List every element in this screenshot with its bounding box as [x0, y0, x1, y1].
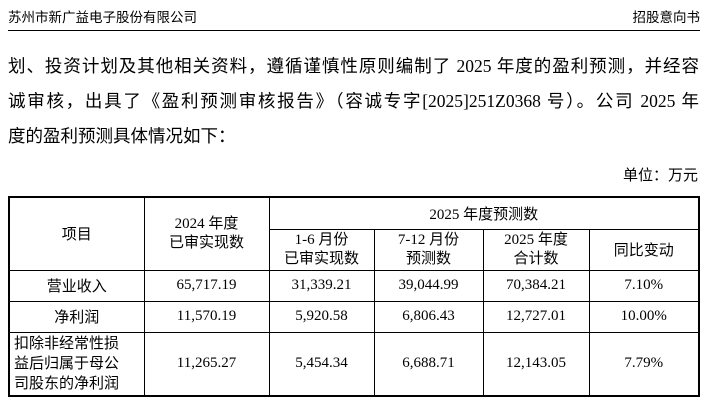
row-item-label-text: 扣除非经常性损益后归属于母公司股东的净利润: [14, 335, 120, 392]
paragraph-line-3: 度的盈利预测具体情况如下：: [8, 126, 236, 146]
row-item-label: 净利润: [8, 300, 145, 333]
header-item: 项目: [8, 196, 145, 271]
row-item-label: 扣除非经常性损益后归属于母公司股东的净利润: [8, 331, 145, 397]
paragraph-line-1: 划、投资计划及其他相关资料，遵循谨慎性原则编制了 2025 年度的盈利预测，并经…: [8, 56, 699, 76]
company-name: 苏州市新广益电子股份有限公司: [8, 10, 197, 25]
paragraph-line-2: 诚审核，出具了《盈利预测审核报告》（容诚专字[2025]251Z0368 号）。…: [8, 91, 699, 111]
cell-total-2025: 12,143.05: [482, 331, 590, 397]
table-row-deducted-net-profit: 扣除非经常性损益后归属于母公司股东的净利润 11,265.27 5,454.34…: [8, 331, 700, 397]
table-header-row-group: 项目 2024 年度 已审实现数 2025 年度预测数: [8, 196, 700, 271]
cell-first-half: 5,920.58: [268, 300, 375, 333]
cell-actual-2024: 65,717.19: [143, 269, 270, 302]
header-forecast-group-2025: 2025 年度预测数: [268, 196, 700, 230]
cell-total-2025: 12,727.01: [482, 300, 590, 333]
table-row-net-profit: 净利润 11,570.19 5,920.58 6,806.43 12,727.0…: [8, 300, 700, 333]
header-second-half-forecast: 7-12 月份 预测数: [373, 228, 484, 271]
row-item-label: 营业收入: [8, 269, 145, 302]
profit-forecast-table: 项目 2024 年度 已审实现数 2025 年度预测数 1-6 月份 已审实现数…: [8, 196, 701, 397]
table-row-revenue: 营业收入 65,717.19 31,339.21 39,044.99 70,38…: [8, 269, 700, 302]
doc-type-label: 招股意向书: [632, 10, 701, 25]
header-total-2025: 2025 年度 合计数: [482, 228, 590, 271]
cell-yoy: 10.00%: [588, 300, 700, 333]
cell-second-half: 6,688.71: [373, 331, 484, 397]
table-header-row-sub: 1-6 月份 已审实现数 7-12 月份 预测数 2025 年度 合计数 同比变…: [9, 228, 700, 271]
cell-yoy: 7.79%: [588, 331, 700, 397]
header-yoy-change: 同比变动: [588, 228, 700, 271]
cell-total-2025: 70,384.21: [482, 269, 590, 302]
cell-second-half: 6,806.43: [373, 300, 484, 333]
cell-actual-2024: 11,570.19: [143, 300, 270, 333]
page-header: 苏州市新广益电子股份有限公司 招股意向书: [8, 9, 700, 31]
cell-actual-2024: 11,265.27: [143, 331, 270, 397]
cell-first-half: 5,454.34: [268, 331, 375, 397]
header-actual-2024: 2024 年度 已审实现数: [143, 196, 270, 271]
body-paragraph: 划、投资计划及其他相关资料，遵循谨慎性原则编制了 2025 年度的盈利预测，并经…: [8, 49, 699, 154]
header-first-half-actual: 1-6 月份 已审实现数: [268, 228, 375, 271]
cell-first-half: 31,339.21: [268, 269, 375, 302]
cell-yoy: 7.10%: [588, 269, 700, 302]
unit-note: 单位：万元: [622, 168, 698, 184]
cell-second-half: 39,044.99: [373, 269, 484, 302]
